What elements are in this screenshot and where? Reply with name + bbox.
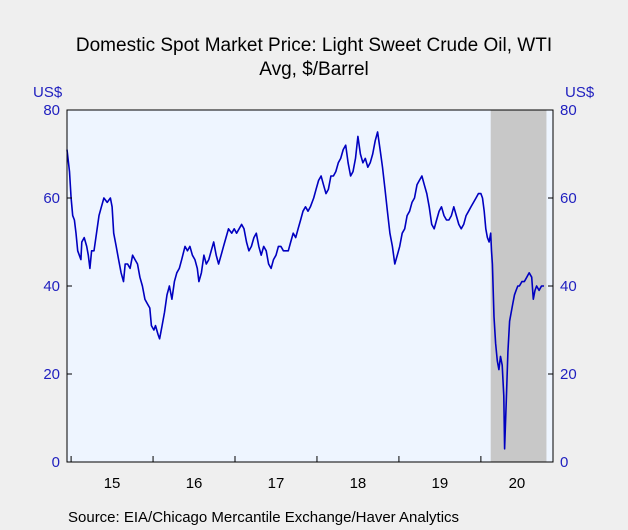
y-tick-label-left-20: 20 xyxy=(43,366,60,383)
x-tick-label-15: 15 xyxy=(104,475,121,492)
plot-background xyxy=(67,110,553,462)
y-tick-label-left-40: 40 xyxy=(43,278,60,295)
source-note: Source: EIA/Chicago Mercantile Exchange/… xyxy=(68,509,460,526)
y-tick-label-right-40: 40 xyxy=(560,278,577,295)
y-tick-label-left-0: 0 xyxy=(52,454,60,471)
x-tick-label-20: 20 xyxy=(509,475,526,492)
x-tick-label-16: 16 xyxy=(186,475,203,492)
y-tick-label-left-60: 60 xyxy=(43,190,60,207)
y-tick-label-right-0: 0 xyxy=(560,454,568,471)
y-tick-label-right-60: 60 xyxy=(560,190,577,207)
series-line-wti xyxy=(66,131,544,450)
x-tick-label-18: 18 xyxy=(350,475,367,492)
y-axis-unit-left: US$ xyxy=(33,84,63,101)
x-tick-label-19: 19 xyxy=(432,475,449,492)
chart-title-line1: Domestic Spot Market Price: Light Sweet … xyxy=(75,35,553,56)
x-tick-label-17: 17 xyxy=(268,475,285,492)
y-axis-unit-right: US$ xyxy=(565,84,595,101)
y-tick-label-right-80: 80 xyxy=(560,102,577,119)
y-tick-label-right-20: 20 xyxy=(560,366,577,383)
chart-title-line2: Avg, $/Barrel xyxy=(259,59,369,80)
chart-title: Domestic Spot Market Price: Light Sweet … xyxy=(0,34,628,82)
y-tick-label-left-80: 80 xyxy=(43,102,60,119)
